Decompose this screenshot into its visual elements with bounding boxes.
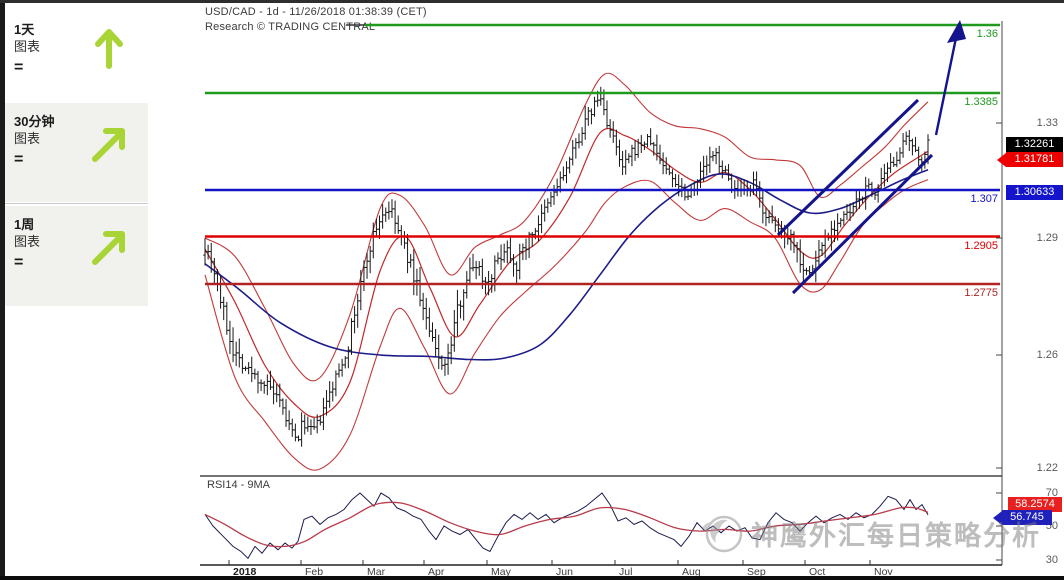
chart-type-label: 图表 <box>14 131 41 146</box>
timeframe-label: 30分钟 <box>14 114 55 129</box>
timeframe-label: 1周 <box>14 217 35 232</box>
sidebar-item-1d[interactable]: 1天图表 = <box>5 11 148 101</box>
month-label: Feb <box>305 566 324 578</box>
menu-icon: = <box>14 59 24 76</box>
timeframe-sidebar: 1天 图表 = 30分钟 图表 = 1周 图表 = <box>5 3 148 313</box>
month-label: Jun <box>556 566 573 578</box>
timeframe-label: 1天 <box>14 22 35 37</box>
sidebar-item-30m[interactable]: 30分钟图表 = <box>5 103 148 202</box>
sidebar-divider <box>5 203 148 204</box>
price-marker-arrow <box>997 152 1006 167</box>
chart-source: Research © TRADING CENTRAL <box>205 21 376 33</box>
sidebar-item-1w[interactable]: 1周图表 = <box>5 206 148 306</box>
price-marker-arrow <box>993 510 1002 525</box>
month-label: Apr <box>428 566 445 578</box>
month-label: Nov <box>874 566 893 578</box>
y-tick-label: 1.33 <box>1036 117 1058 129</box>
menu-icon: = <box>14 151 24 168</box>
price-marker-box: 1.31781 <box>1006 152 1063 167</box>
trend-up-right-arrow-icon <box>92 128 125 162</box>
y-tick-label: 1.29 <box>1036 232 1058 244</box>
y-tick-label: 1.22 <box>1036 462 1058 474</box>
price-marker-box: 56.745 <box>1002 510 1052 525</box>
rsi-tick-label: 30 <box>1045 554 1058 566</box>
level-label: 1.2905 <box>964 239 998 252</box>
y-tick-label: 1.26 <box>1036 349 1058 361</box>
menu-icon: = <box>14 254 24 271</box>
month-label: May <box>491 566 511 578</box>
price-chart-canvas <box>200 20 1003 566</box>
month-label: Mar <box>367 566 386 578</box>
bottom-border <box>0 576 1064 580</box>
chart-header: USD/CAD - 1d - 11/26/2018 01:38:39 (CET)… <box>205 5 427 35</box>
level-label: 1.2775 <box>964 287 998 299</box>
level-label: 1.36 <box>976 28 998 40</box>
level-label: 1.307 <box>970 193 998 205</box>
month-label: 2018 <box>233 566 257 578</box>
chart-type-label: 图表 <box>14 234 41 249</box>
left-border <box>0 3 5 580</box>
price-marker-box: 1.30633 <box>1006 185 1063 200</box>
rsi-tick-label: 70 <box>1045 487 1058 499</box>
month-label: Aug <box>682 566 701 578</box>
trend-up-right-arrow-icon <box>92 231 125 265</box>
month-label: Sep <box>747 566 766 578</box>
chart-type-label: 图表 <box>14 39 41 54</box>
chart-title: USD/CAD - 1d - 11/26/2018 01:38:39 (CET) <box>205 6 427 18</box>
rsi-panel-label: RSI14 - 9MA <box>207 479 270 491</box>
price-marker-box: 58.2574 <box>1008 497 1062 512</box>
month-label: Oct <box>809 566 826 578</box>
month-label: Jul <box>619 566 633 578</box>
price-marker-box: 1.32261 <box>1006 137 1063 152</box>
trend-up-arrow-icon <box>95 29 123 69</box>
level-label: 1.3385 <box>964 96 998 108</box>
